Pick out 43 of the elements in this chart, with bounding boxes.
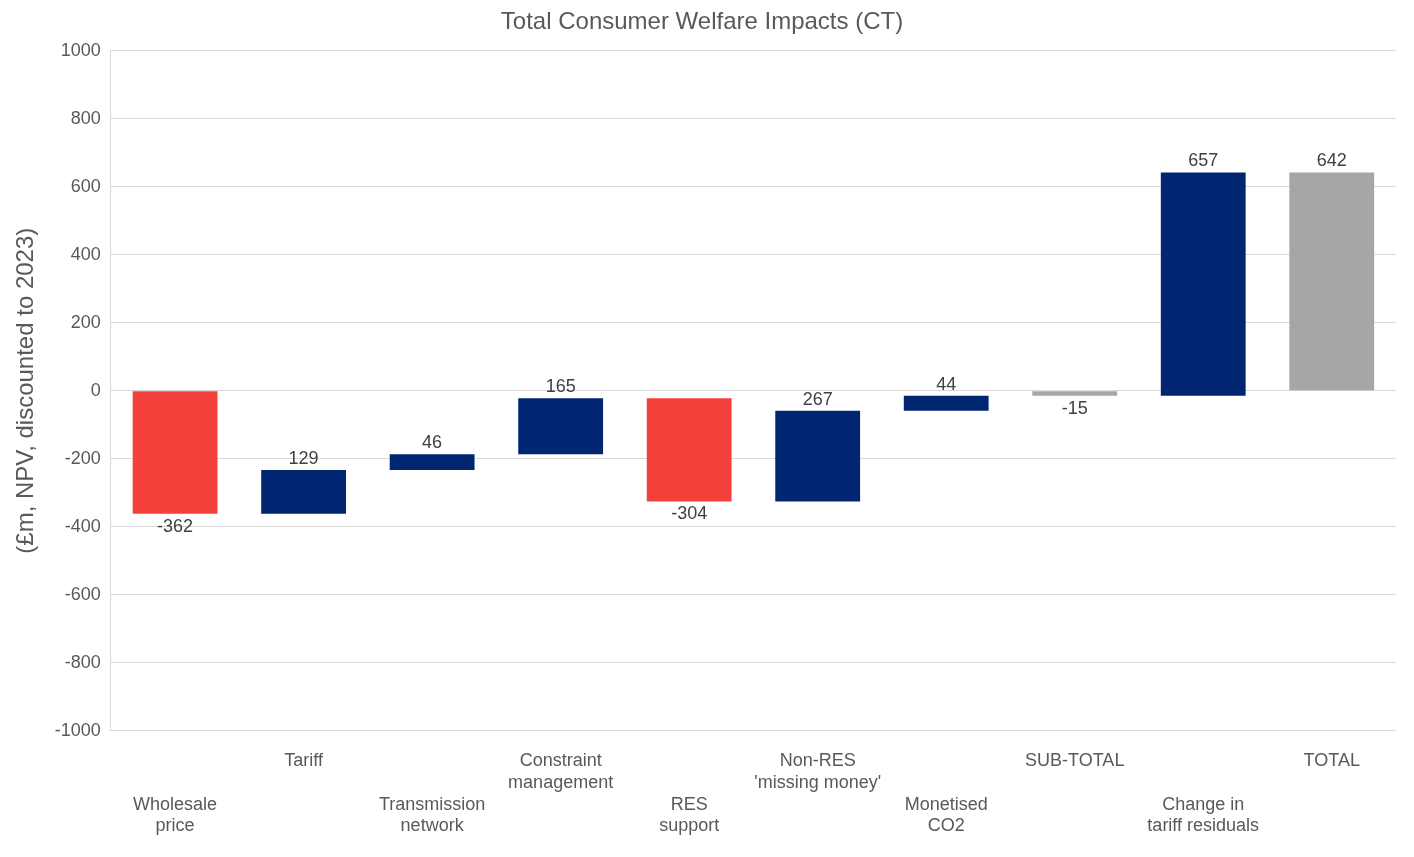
bar <box>1160 172 1246 396</box>
y-tick-label: -1000 <box>54 719 101 740</box>
data-label: 46 <box>422 432 443 453</box>
data-label: 44 <box>936 373 957 394</box>
y-tick-label: 1000 <box>60 39 101 60</box>
bar <box>518 398 604 455</box>
y-tick-label: -200 <box>64 447 101 468</box>
data-label: -304 <box>671 503 708 524</box>
bar <box>1032 391 1118 396</box>
x-tick-label: Wholesale price <box>133 793 218 836</box>
y-tick-label: -600 <box>64 583 101 604</box>
y-tick-label: -800 <box>64 651 101 672</box>
y-tick-label: 400 <box>70 243 101 264</box>
data-label: 657 <box>1188 150 1219 171</box>
bar <box>1289 172 1375 391</box>
y-tick-label: -400 <box>64 515 101 536</box>
y-tick-label: 0 <box>90 379 101 400</box>
bar <box>132 391 218 514</box>
bar <box>646 398 732 502</box>
x-tick-label: Change in tariff residuals <box>1147 793 1260 836</box>
data-label: -15 <box>1061 397 1088 418</box>
data-label: -362 <box>157 515 194 536</box>
y-tick-label: 200 <box>70 311 101 332</box>
y-tick-label: 600 <box>70 175 101 196</box>
bar <box>775 410 861 502</box>
x-tick-label: TOTAL <box>1303 750 1360 771</box>
x-tick-label: Non-RES 'missing money' <box>754 750 882 792</box>
x-tick-label: Transmission network <box>378 793 486 836</box>
y-tick-label: 800 <box>70 107 101 128</box>
x-tick-label: Constraint management <box>508 750 614 792</box>
data-label: 165 <box>545 376 576 397</box>
x-tick-label: SUB-TOTAL <box>1025 750 1125 771</box>
x-tick-label: Monetised CO2 <box>904 793 988 836</box>
data-label: 267 <box>802 388 833 409</box>
bar <box>903 395 989 411</box>
data-label: 642 <box>1316 150 1347 171</box>
bar <box>389 454 475 470</box>
x-tick-label: RES support <box>659 793 720 836</box>
data-label: 129 <box>288 447 319 468</box>
y-axis-title: (£m, NPV, discounted to 2023) <box>11 227 39 554</box>
bar <box>261 469 347 514</box>
x-tick-label: Tariff <box>284 750 324 771</box>
chart-title: Total Consumer Welfare Impacts (CT) <box>500 7 904 35</box>
